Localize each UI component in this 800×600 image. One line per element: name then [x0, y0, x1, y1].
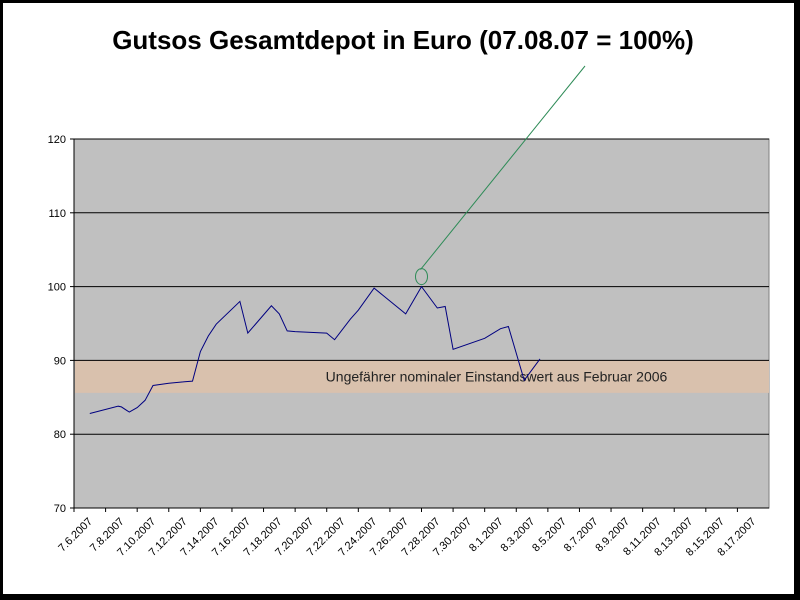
annotation-pointer	[420, 65, 586, 270]
reference-band	[75, 360, 769, 393]
y-tick-label: 70	[54, 503, 66, 515]
y-tick-label: 110	[48, 208, 66, 220]
chart-frame: Gutsos Gesamtdepot in Euro (07.08.07 = 1…	[3, 3, 794, 594]
y-tick-label: 90	[54, 355, 66, 367]
y-tick-label: 80	[54, 429, 66, 441]
band-label: Ungefährer nominaler Einstandswert aus F…	[326, 369, 668, 385]
chart: 7080901001101207.6.20077.8.20077.10.2007…	[48, 65, 770, 559]
chart-title: Gutsos Gesamtdepot in Euro (07.08.07 = 1…	[112, 25, 694, 55]
y-tick-label: 100	[48, 282, 66, 294]
y-tick-label: 120	[48, 134, 66, 146]
series-line	[89, 285, 541, 414]
plot-area	[73, 138, 770, 509]
annotation-circle	[415, 268, 428, 286]
